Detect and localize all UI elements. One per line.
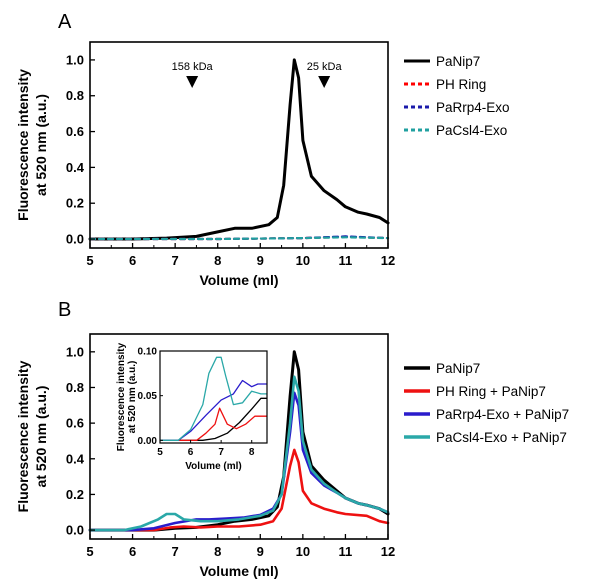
y-axis-label: Fluorescence intensity	[15, 69, 31, 221]
legend-label: PaCsl4-Exo	[436, 123, 507, 138]
inset-series-line-parrp4-exo-panip7	[160, 379, 267, 441]
x-tick-label: 10	[296, 544, 310, 559]
y-axis-label: at 520 nm (a.u.)	[33, 94, 49, 196]
x-tick-label: 8	[214, 544, 221, 559]
y-tick-label: 1.0	[66, 52, 84, 67]
inset-frame	[159, 350, 268, 444]
legend-label: PH Ring + PaNip7	[436, 384, 546, 399]
inset-x-tick-label: 8	[249, 447, 255, 458]
inset-x-axis-label: Volume (ml)	[185, 461, 241, 472]
x-tick-label: 12	[381, 253, 395, 268]
y-tick-label: 0.0	[66, 232, 84, 247]
inset-background	[112, 345, 275, 479]
series-line-pacsl4-exo	[88, 236, 390, 241]
legend-label: PH Ring	[436, 77, 486, 92]
inset-x-tick-label: 5	[157, 447, 163, 458]
series-line-ph-ring-panip7	[88, 448, 390, 532]
marker-label: 25 kDa	[307, 61, 343, 73]
marker-arrow-icon	[186, 76, 199, 88]
series-line-pacsl4-exo-panip7	[88, 375, 390, 532]
x-tick-label: 6	[129, 253, 136, 268]
inset-series-line-pacsl4-exo-panip7	[160, 356, 267, 441]
y-tick-label: 0.8	[66, 380, 84, 395]
panel-b: B 5 6 7 8 9 10 11 12 0.0 0.2 0.4 0.6 0.8 1.0 Volume (ml…	[15, 299, 569, 579]
legend-label: PaNip7	[436, 361, 480, 376]
inset-y-tick-label: 0.10	[138, 347, 158, 358]
y-tick-label: 0.0	[66, 523, 84, 538]
x-tick-label: 6	[129, 544, 136, 559]
panel-a: A 5 6 7 8 9 10 11 12 0.0 0.2 0.4 0.6 0.8 1.0 Volume (ml…	[15, 11, 510, 288]
y-tick-label: 0.2	[66, 487, 84, 502]
y-tick-label: 0.4	[66, 451, 85, 466]
marker-label: 158 kDa	[172, 61, 214, 73]
x-tick-label: 7	[172, 253, 179, 268]
inset-x-tick-label: 7	[218, 447, 224, 458]
x-tick-label: 11	[339, 544, 353, 559]
plot-frame	[89, 41, 389, 249]
y-tick-label: 0.2	[66, 196, 84, 211]
y-tick-label: 1.0	[66, 344, 84, 359]
x-tick-label: 5	[86, 544, 93, 559]
x-tick-label: 9	[257, 253, 264, 268]
inset-plot: 5 6 7 8 0.00 0.05 0.10 Volume (ml) Fluorescence …	[112, 342, 275, 479]
y-axis-label: at 520 nm (a.u.)	[33, 386, 49, 488]
legend-label: PaRrp4-Exo + PaNip7	[436, 407, 569, 422]
y-tick-label: 0.6	[66, 416, 84, 431]
x-tick-label: 5	[86, 253, 93, 268]
x-tick-label: 11	[339, 253, 353, 268]
y-axis-label: Fluorescence intensity	[15, 360, 31, 512]
inset-y-axis-label: at 520 nm (a.u.)	[127, 361, 138, 434]
x-tick-label: 7	[172, 544, 179, 559]
x-tick-label: 8	[214, 253, 221, 268]
x-tick-label: 12	[381, 544, 395, 559]
series-line-panip7	[88, 58, 390, 241]
panel-label: A	[58, 11, 72, 33]
x-tick-label: 9	[257, 544, 264, 559]
legend-label: PaRrp4-Exo	[436, 100, 510, 115]
x-tick-label: 10	[296, 253, 310, 268]
x-axis-label: Volume (ml)	[199, 563, 278, 579]
legend-label: PaCsl4-Exo + PaNip7	[436, 430, 567, 445]
inset-y-tick-label: 0.05	[138, 391, 158, 402]
y-tick-label: 0.8	[66, 88, 84, 103]
marker-arrow-icon	[318, 76, 331, 88]
inset-y-axis-label: Fluorescence intensity	[116, 342, 127, 451]
y-tick-label: 0.6	[66, 124, 84, 139]
inset-y-tick-label: 0.00	[138, 436, 158, 447]
x-axis-label: Volume (ml)	[199, 272, 278, 288]
inset-series-line-ph-ring-panip7	[160, 407, 267, 441]
legend-label: PaNip7	[436, 54, 480, 69]
inset-x-tick-label: 6	[188, 447, 194, 458]
y-tick-label: 0.4	[66, 160, 85, 175]
panel-label: B	[58, 299, 71, 321]
